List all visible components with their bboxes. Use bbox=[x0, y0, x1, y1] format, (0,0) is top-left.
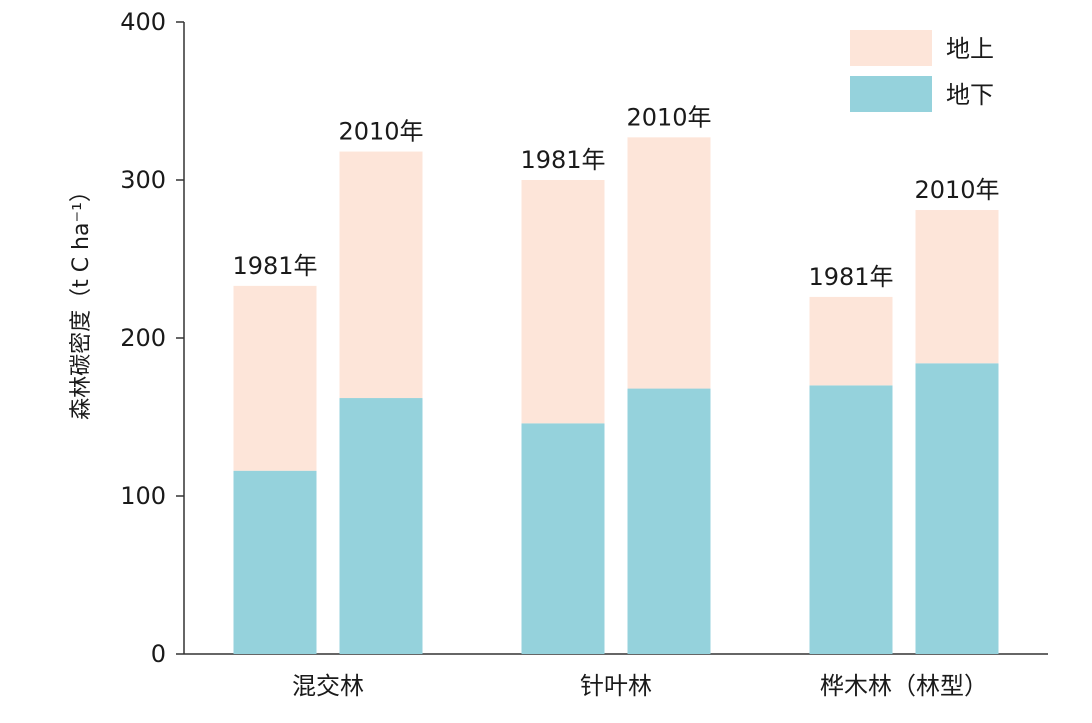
bar-year-label: 2010年 bbox=[338, 118, 423, 146]
bar-segment-above bbox=[339, 151, 423, 399]
legend-swatch bbox=[850, 30, 932, 66]
bars bbox=[233, 137, 999, 654]
bar-segment-below bbox=[915, 363, 999, 654]
category-label: 桦木林（林型） bbox=[820, 672, 988, 700]
bar-segment-below bbox=[233, 470, 317, 654]
bar-segment-above bbox=[521, 180, 605, 424]
bar-segment-above bbox=[915, 210, 999, 364]
bar-segment-above bbox=[233, 285, 317, 471]
bar-segment-below bbox=[521, 423, 605, 654]
y-axis-title: 森林碳密度（t C ha⁻¹） bbox=[69, 180, 94, 420]
category-label: 混交林 bbox=[292, 672, 364, 700]
legend-label: 地上 bbox=[946, 35, 994, 63]
y-tick-label: 300 bbox=[120, 166, 166, 194]
y-tick-label: 0 bbox=[151, 640, 166, 668]
bar-year-label: 1981年 bbox=[520, 146, 605, 174]
bar-segment-below bbox=[809, 385, 893, 654]
y-axis-title-group: 森林碳密度（t C ha⁻¹） bbox=[69, 180, 94, 420]
bar-year-label: 1981年 bbox=[232, 252, 317, 280]
y-tick-label: 200 bbox=[120, 324, 166, 352]
legend-swatch bbox=[850, 76, 932, 112]
bar-segment-above bbox=[627, 137, 711, 389]
bar-segment-above bbox=[809, 296, 893, 386]
bar-labels: 1981年 2010年 1981年 2010年 1981年 2010年 bbox=[232, 103, 999, 291]
y-axis-ticks: 0 100 200 300 400 bbox=[120, 8, 184, 668]
bar-year-label: 2010年 bbox=[626, 103, 711, 131]
category-labels: 混交林 针叶林 桦木林（林型） bbox=[292, 672, 988, 700]
bar-year-label: 1981年 bbox=[808, 263, 893, 291]
y-tick-label: 100 bbox=[120, 482, 166, 510]
bar-year-label: 2010年 bbox=[914, 176, 999, 204]
y-tick-label: 400 bbox=[120, 8, 166, 36]
bar-segment-below bbox=[339, 398, 423, 654]
bar-segment-below bbox=[627, 388, 711, 654]
legend-label: 地下 bbox=[946, 81, 994, 109]
category-label: 针叶林 bbox=[580, 672, 652, 700]
